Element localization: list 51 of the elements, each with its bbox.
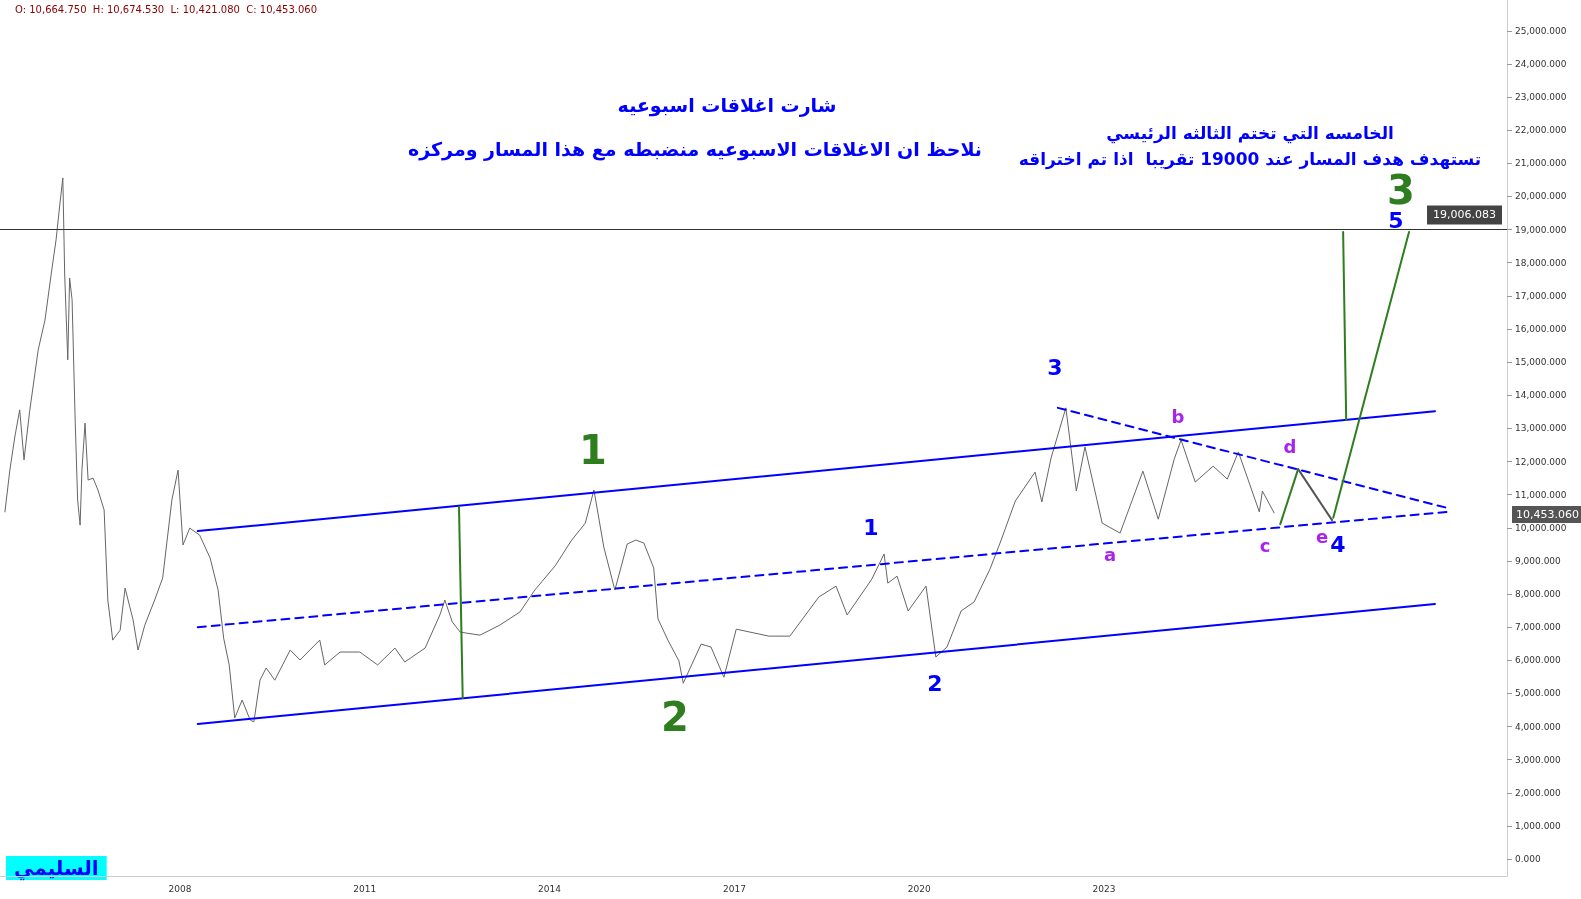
x-tick-label: 2023 [1092,883,1116,894]
y-tick-label: 20,000.000 [1515,191,1567,202]
annotation: e [1315,525,1329,547]
y-tick-label: 12,000.000 [1515,456,1567,467]
annotation: 3 [1047,354,1063,380]
y-tick-label: 10,000.000 [1515,522,1567,533]
y-tick-label: 1,000.000 [1515,820,1562,831]
y-tick-label: 22,000.000 [1515,125,1567,136]
annotation: 2 [661,694,689,740]
text: شارت اغلاقات اسبوعيه [617,93,837,117]
y-tick-label: 8,000.000 [1515,589,1562,600]
annotation: 2 [927,670,943,696]
y-tick-label: 16,000.000 [1515,324,1567,334]
x-tick-label: 2008 [168,883,192,894]
annotation: تستهدف هدف المسار عند 19000 تقريبا اذا تم اختراقه [1018,148,1482,170]
annotation: 4 [1330,531,1346,557]
x-tick-label: 2017 [722,883,746,894]
y-tick-label: 6,000.000 [1515,655,1562,666]
y-tick-label: 0.000 [1515,854,1542,865]
annotation: 1 [863,514,879,540]
y-tick-label: 25,000.000 [1515,25,1567,36]
y-tick-label: 4,000.000 [1515,721,1562,732]
y-tick-label: 19,000.000 [1515,224,1567,235]
y-tick-label: 15,000.000 [1515,357,1567,368]
y-tick-label: 2,000.000 [1515,787,1562,798]
annotation: السليمي [14,856,99,881]
text: نلاحظ ان الاغلاقات الاسبوعيه منضبطه مع هذا المسار ومركزه [408,137,982,161]
y-tick-label: 21,000.000 [1515,158,1567,169]
x-tick-label: 2011 [353,883,377,894]
y-tick-label: 23,000.000 [1515,92,1567,103]
y-tick-label: 14,000.000 [1515,390,1567,401]
annotation: a [1103,543,1117,565]
y-tick-label: 3,000.000 [1515,754,1562,765]
annotation: الخامسه التي تختم الثالثه الرئيسي [1106,122,1394,144]
annotation: d [1283,435,1297,457]
annotation: b [1171,405,1185,427]
x-tick-label: 2014 [538,883,562,894]
annotation: c [1259,534,1271,556]
y-tick-label: 9,000.000 [1515,555,1562,566]
text: 10,453.060 [1516,508,1579,521]
y-tick-label: 24,000.000 [1515,58,1567,69]
y-tick-label: 17,000.000 [1515,290,1567,301]
x-tick-label: 2020 [907,883,931,894]
y-tick-label: 7,000.000 [1515,622,1562,633]
annotation: O: 10,664.750 H: 10,674.530 L: 10,421.080 C: 10,453.060 [15,3,318,15]
y-tick-label: 11,000.000 [1515,489,1567,500]
y-tick-label: 13,000.000 [1515,423,1567,434]
annotation: 1 [579,427,607,473]
ref-line-label: 19,006.083 [1433,208,1496,222]
y-tick-label: 5,000.000 [1515,688,1562,699]
y-tick-label: 18,000.000 [1515,257,1567,268]
